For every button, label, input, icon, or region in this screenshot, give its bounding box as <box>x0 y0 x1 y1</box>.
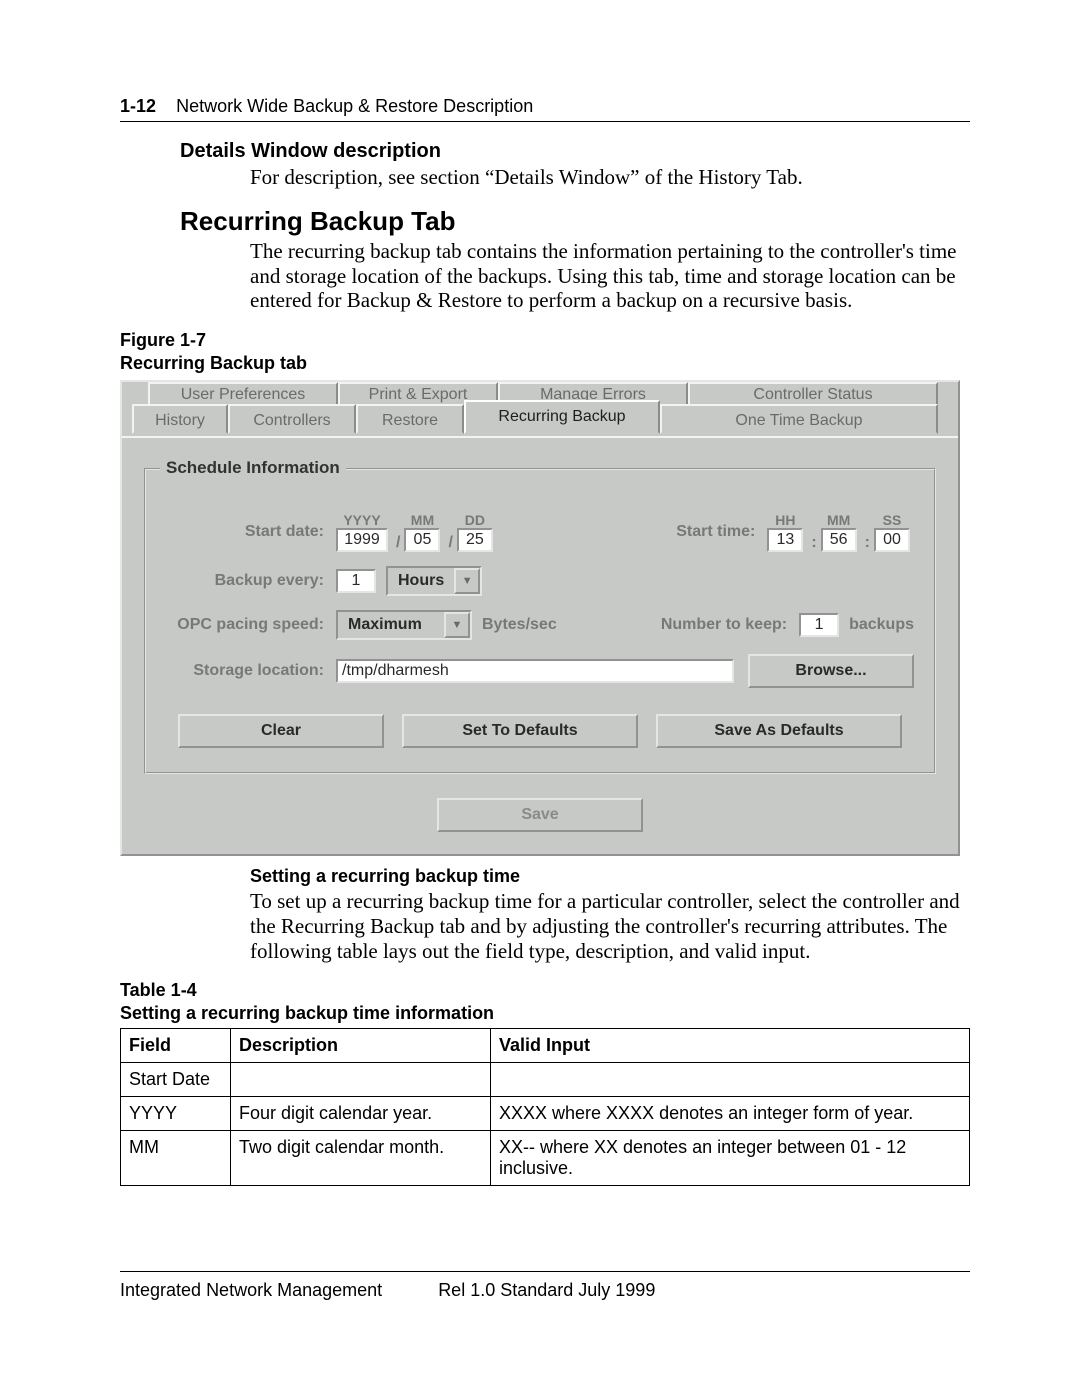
recurring-backup-info-table: Field Description Valid Input Start Date… <box>120 1028 970 1186</box>
backup-every-label: Backup every: <box>166 572 324 590</box>
footer-left: Integrated Network Management <box>120 1280 382 1300</box>
number-to-keep-input[interactable] <box>799 613 839 637</box>
start-time-label: Start time: <box>676 523 755 541</box>
tab-recurring-backup[interactable]: Recurring Backup <box>464 400 660 434</box>
table-row: YYYY Four digit calendar year. XXXX wher… <box>121 1097 970 1131</box>
details-window-body: For description, see section “Details Wi… <box>250 165 970 190</box>
table-caption: Table 1-4 Setting a recurring backup tim… <box>120 979 970 1024</box>
table-number: Table 1-4 <box>120 980 197 1000</box>
tab-restore[interactable]: Restore <box>356 404 464 434</box>
storage-location-label: Storage location: <box>166 662 324 680</box>
figure-caption: Figure 1-7 Recurring Backup tab <box>120 329 970 374</box>
table-row: Start Date <box>121 1063 970 1097</box>
running-header: 1-12 Network Wide Backup & Restore Descr… <box>120 96 970 122</box>
number-to-keep-label: Number to keep: <box>661 616 787 634</box>
tab-controller-status[interactable]: Controller Status <box>688 382 938 404</box>
tab-one-time-backup[interactable]: One Time Backup <box>660 404 938 434</box>
col-description: Description <box>231 1029 491 1063</box>
start-time-second-input[interactable] <box>874 528 910 552</box>
ss-label: SS <box>883 512 902 528</box>
browse-button[interactable]: Browse... <box>748 654 914 688</box>
schedule-information-group: Schedule Information Start date: YYYY / … <box>144 468 936 774</box>
mn-label: MM <box>827 512 850 528</box>
tab-user-preferences[interactable]: User Preferences <box>148 382 338 404</box>
save-button[interactable]: Save <box>437 798 643 832</box>
table-row: MM Two digit calendar month. XX-- where … <box>121 1131 970 1186</box>
figure-title: Recurring Backup tab <box>120 353 307 373</box>
chevron-down-icon: ▼ <box>454 568 480 594</box>
start-date-label: Start date: <box>166 523 324 541</box>
dd-label: DD <box>465 512 485 528</box>
yyyy-label: YYYY <box>343 512 380 528</box>
figure-number: Figure 1-7 <box>120 330 206 350</box>
storage-location-input[interactable] <box>336 659 734 683</box>
schedule-information-legend: Schedule Information <box>160 458 346 478</box>
tab-history[interactable]: History <box>132 404 228 434</box>
tab-panel: Schedule Information Start date: YYYY / … <box>122 436 958 854</box>
footer-right: Rel 1.0 Standard July 1999 <box>438 1280 655 1300</box>
start-date-month-input[interactable] <box>404 528 440 552</box>
start-time-minute-input[interactable] <box>821 528 857 552</box>
details-window-heading: Details Window description <box>180 140 970 163</box>
page-number: 1-12 <box>120 96 156 116</box>
backup-every-unit-value: Hours <box>388 572 454 590</box>
opc-pacing-dropdown[interactable]: Maximum ▼ <box>336 610 472 640</box>
header-title: Network Wide Backup & Restore Descriptio… <box>176 96 533 116</box>
chevron-down-icon: ▼ <box>444 612 470 638</box>
setting-recurring-heading: Setting a recurring backup time <box>250 866 970 887</box>
start-date-year-input[interactable] <box>336 528 388 552</box>
col-valid-input: Valid Input <box>491 1029 970 1063</box>
opc-pacing-label: OPC pacing speed: <box>166 616 324 634</box>
setting-recurring-body: To set up a recurring backup time for a … <box>250 889 970 963</box>
recurring-backup-heading: Recurring Backup Tab <box>180 206 970 237</box>
recurring-backup-window: User Preferences Print & Export Manage E… <box>120 380 960 856</box>
table-title: Setting a recurring backup time informat… <box>120 1003 494 1023</box>
start-time-hour-input[interactable] <box>767 528 803 552</box>
backup-every-unit-dropdown[interactable]: Hours ▼ <box>386 566 482 596</box>
hh-label: HH <box>775 512 795 528</box>
running-footer: Integrated Network Management Rel 1.0 St… <box>120 1271 970 1301</box>
opc-pacing-value: Maximum <box>338 616 444 634</box>
backups-unit-label: backups <box>849 616 914 634</box>
mm-label: MM <box>411 512 434 528</box>
tab-controllers[interactable]: Controllers <box>228 404 356 434</box>
start-date-day-input[interactable] <box>457 528 493 552</box>
recurring-backup-body: The recurring backup tab contains the in… <box>250 239 970 313</box>
tab-strip: User Preferences Print & Export Manage E… <box>122 382 958 438</box>
clear-button[interactable]: Clear <box>178 714 384 748</box>
bytes-sec-label: Bytes/sec <box>482 616 557 634</box>
backup-every-input[interactable] <box>336 569 376 593</box>
table-header-row: Field Description Valid Input <box>121 1029 970 1063</box>
set-defaults-button[interactable]: Set To Defaults <box>402 714 638 748</box>
col-field: Field <box>121 1029 231 1063</box>
save-defaults-button[interactable]: Save As Defaults <box>656 714 902 748</box>
